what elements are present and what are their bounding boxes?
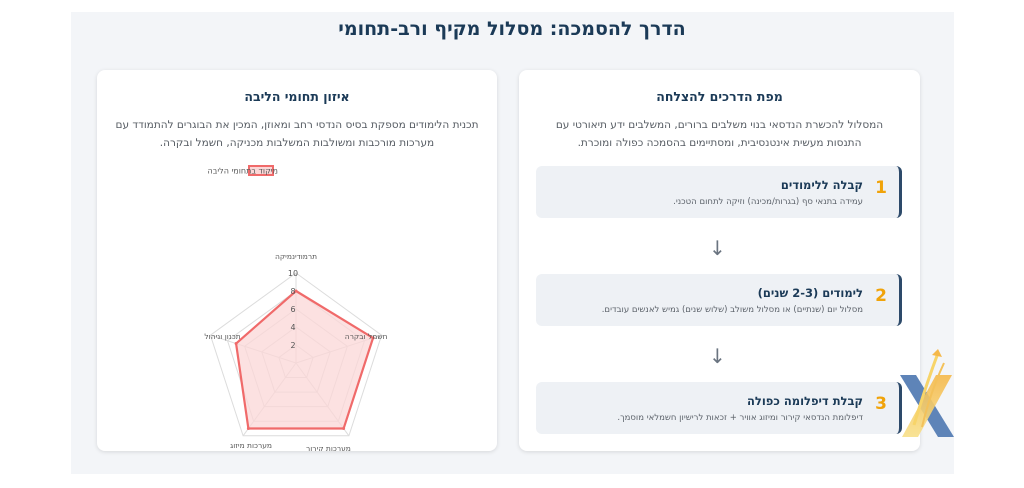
- down-arrow-icon: ↓: [709, 236, 726, 260]
- step-title: קבלה ללימודים: [780, 178, 863, 192]
- axis-label: מערכות קירור: [306, 444, 351, 451]
- axis-label: מערכות מיזוג: [230, 441, 272, 450]
- step-number: 2: [875, 286, 887, 306]
- tick-label: 4: [290, 323, 295, 332]
- radar-series: [234, 289, 375, 431]
- step-title: לימודים (2-3 שנים): [757, 286, 863, 300]
- series-area: [234, 289, 375, 430]
- data-point: [294, 289, 298, 293]
- radar-ticks: 2 4 6 8 10: [288, 269, 298, 350]
- data-point: [246, 427, 250, 431]
- step-3: 3 קבלת דיפלומה כפולה דיפלומת הנדסאי קירו…: [536, 382, 902, 434]
- legend-swatch: [248, 165, 274, 176]
- balance-description: תכנית הלימודים מספקת בסיס הנדסי רחב ומאו…: [115, 119, 479, 149]
- data-point: [371, 336, 375, 340]
- axis-label: תכנון וניהול: [204, 332, 240, 341]
- axis-label: חשמל ובקרה: [345, 332, 388, 341]
- step-description: עמידה בתנאי סף (בגרות/מכינה) וזיקה לתחום…: [673, 197, 863, 207]
- roadmap-card: מפת הדרכים להצלחה המסלול להכשרת הנדסאי ב…: [519, 70, 920, 451]
- roadmap-description: המסלול להכשרת הנדסאי בנוי משלבים ברורים,…: [555, 119, 884, 149]
- radar-axis-labels: תרמודינמיקה חשמל ובקרה מערכות קירור מערכות …: [204, 252, 387, 451]
- radar-chart: מיקוד בתחומי הליבה 2 4 6 8 10 תרמודינמיקה חשמ…: [204, 165, 388, 451]
- tick-label: 6: [290, 305, 295, 314]
- data-point: [342, 427, 346, 431]
- step-title: קבלת דיפלומה כפולה: [746, 394, 863, 408]
- step-number: 1: [875, 178, 887, 198]
- roadmap-title: מפת הדרכים להצלחה: [656, 89, 783, 104]
- step-description: דיפלומת הנדסאי קירור ומיזוג אוויר + זכאו…: [617, 413, 863, 423]
- page-title: הדרך להסמכה: מסלול מקיף ורב-תחומי: [338, 18, 686, 40]
- tick-label: 10: [288, 269, 298, 278]
- step-number: 3: [875, 394, 887, 414]
- tick-label: 2: [290, 341, 295, 350]
- down-arrow-icon: ↓: [709, 344, 726, 368]
- grid-ring: [209, 272, 383, 437]
- x-arrow-logo-icon: [900, 349, 954, 437]
- balance-title: איזון תחומי הליבה: [244, 89, 350, 104]
- step-2: 2 לימודים (2-3 שנים) מסלול יום (שנתיים) …: [536, 274, 902, 326]
- step-1: 1 קבלה ללימודים עמידה בתנאי סף (בגרות/מכ…: [536, 166, 902, 218]
- chart-legend[interactable]: מיקוד בתחומי הליבה: [208, 165, 278, 176]
- data-point: [234, 342, 238, 346]
- balance-card: איזון תחומי הליבה תכנית הלימודים מספקת ב…: [97, 70, 497, 451]
- step-description: מסלול יום (שנתיים) או מסלול משולב (שלוש …: [601, 305, 863, 315]
- tick-label: 8: [290, 287, 295, 296]
- axis-label: תרמודינמיקה: [275, 252, 317, 261]
- legend-label: מיקוד בתחומי הליבה: [208, 167, 278, 176]
